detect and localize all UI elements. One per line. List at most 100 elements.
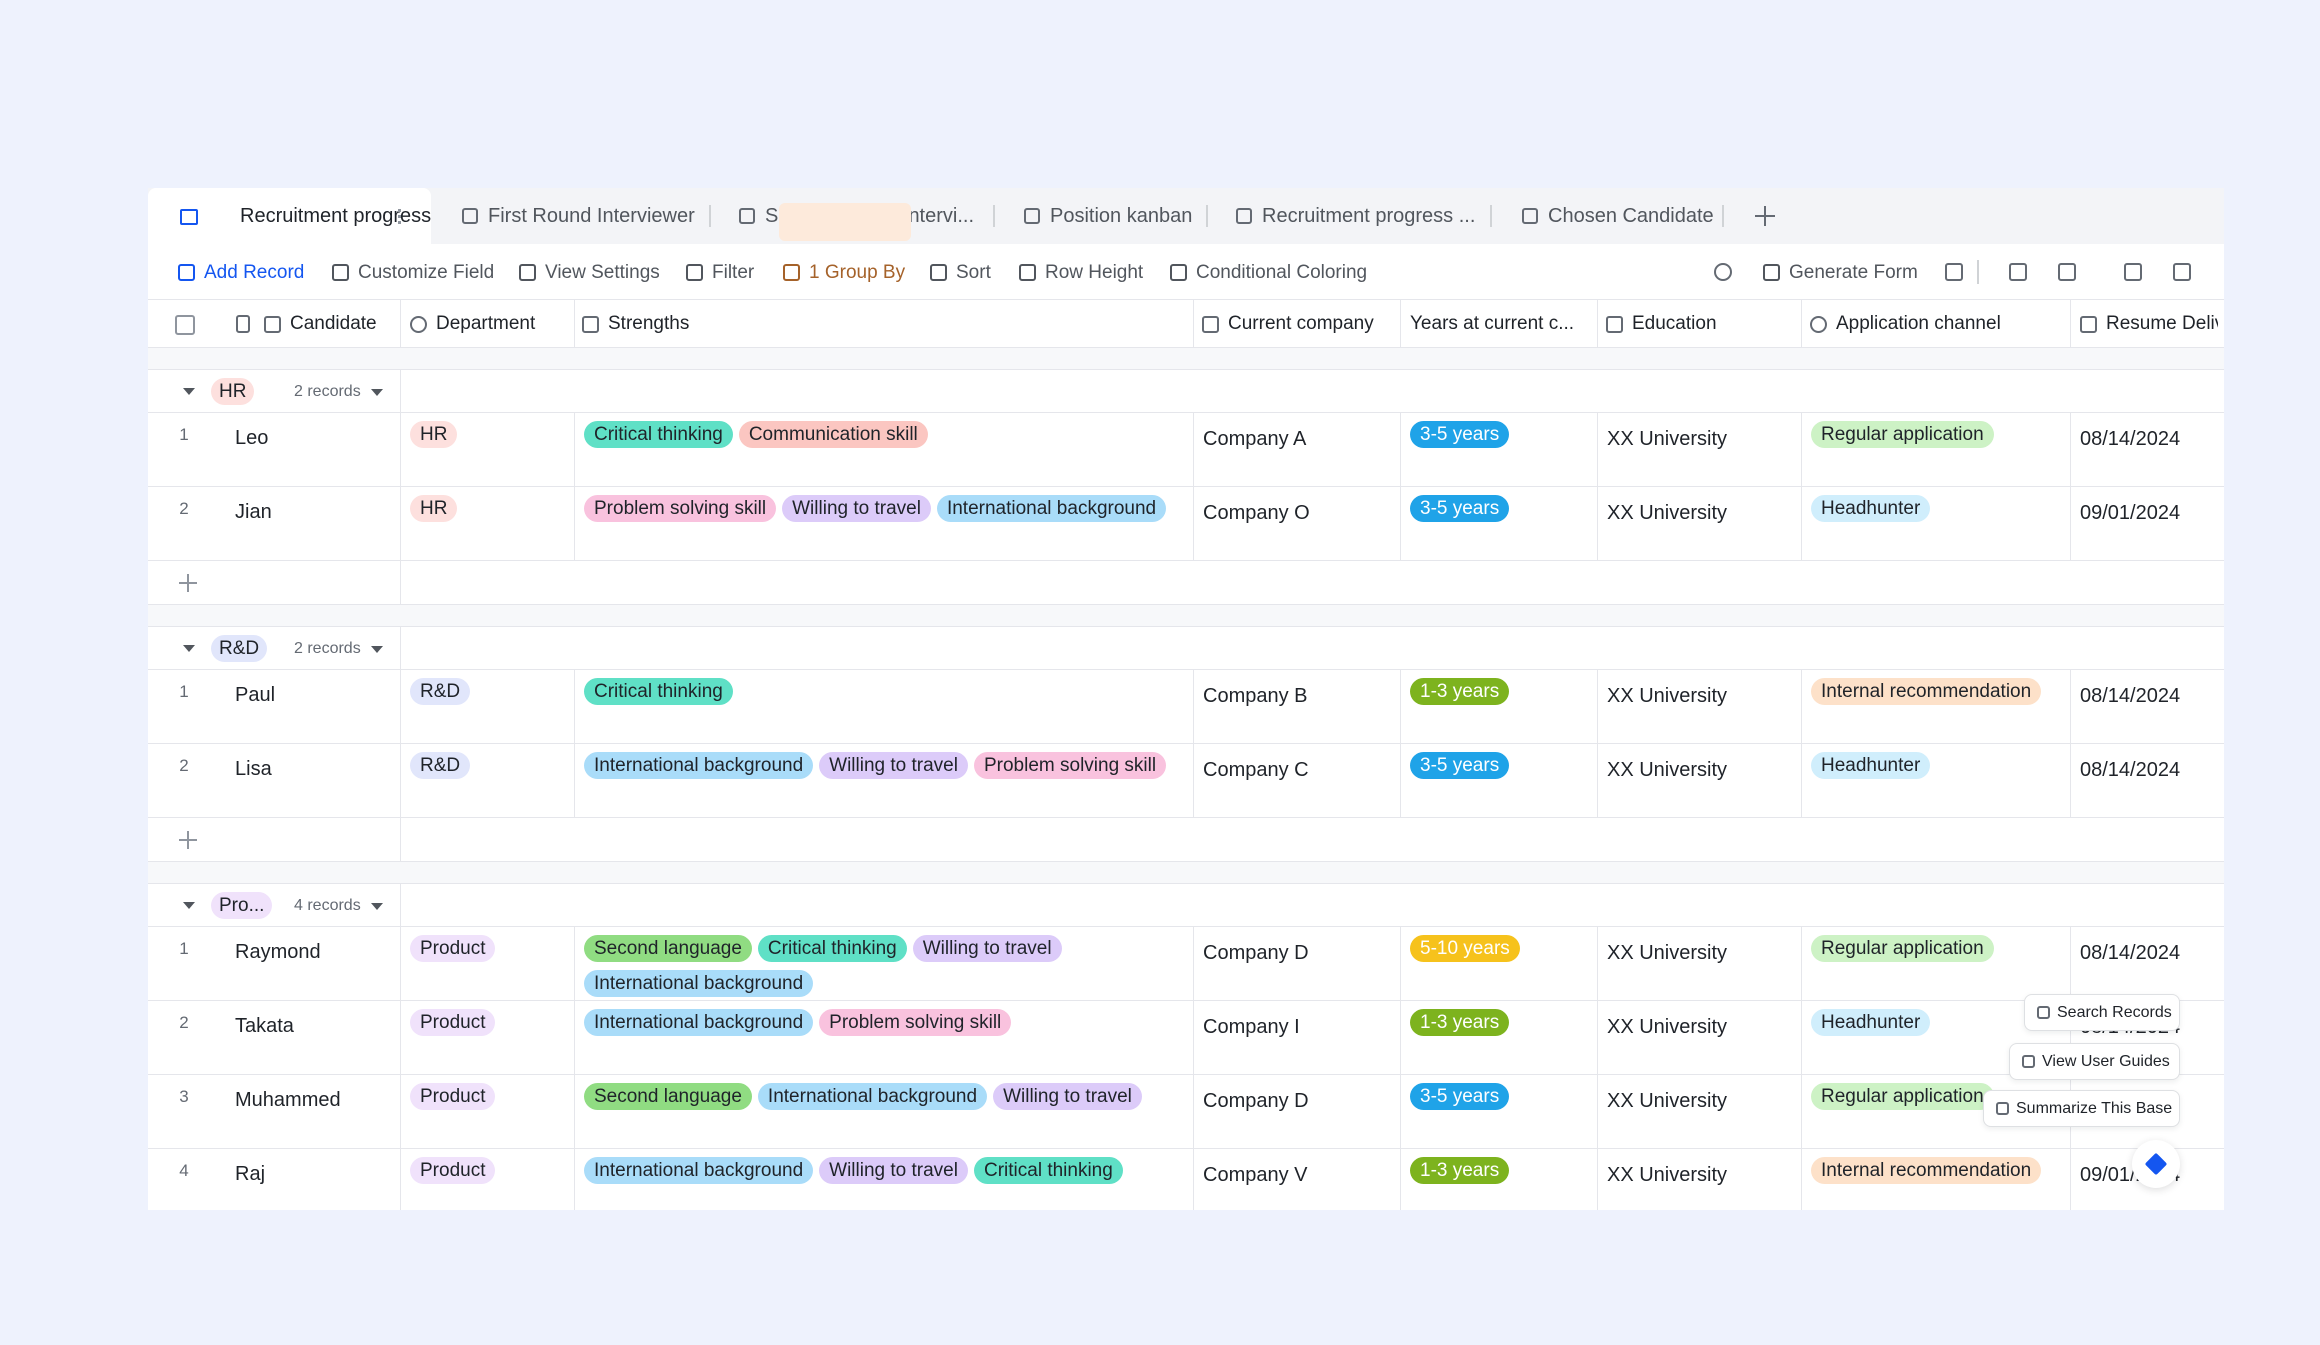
tab[interactable]: Recruitment progress ... — [1262, 205, 1476, 227]
assistant-icon — [2037, 1006, 2050, 1019]
department-tag: Product — [410, 1009, 496, 1036]
header-border — [148, 347, 2224, 348]
years-tag: 5-10 years — [1410, 935, 1520, 962]
toolbar-button[interactable]: Sort — [956, 262, 991, 283]
column-divider — [1597, 487, 1598, 561]
strength-tag: International background — [584, 1009, 814, 1036]
channel-cell: Regular application — [1811, 1083, 2060, 1147]
candidate-name[interactable]: Raymond — [235, 941, 321, 963]
column-divider — [574, 927, 575, 1001]
column-divider — [400, 670, 401, 744]
column-header[interactable]: Candidate — [290, 313, 377, 334]
years-cell: 3-5 years — [1410, 421, 1587, 485]
collapse-arrow — [183, 902, 195, 909]
candidate-name[interactable]: Paul — [235, 684, 276, 706]
department-tag: HR — [410, 421, 458, 448]
column-header[interactable]: Application channel — [1836, 313, 2001, 334]
column-header[interactable]: Department — [436, 313, 536, 334]
group-gap — [148, 348, 2224, 370]
column-header[interactable]: Current company — [1228, 313, 1374, 334]
tab[interactable]: First Round Interviewer — [488, 205, 695, 227]
toolbar-button[interactable]: View Settings — [545, 262, 660, 283]
candidate-name[interactable]: Raj — [235, 1163, 266, 1185]
toolbar-button[interactable]: Customize Field — [358, 262, 495, 283]
column-header[interactable]: Strengths — [608, 313, 690, 334]
company-text: Company O — [1203, 502, 1310, 524]
count-caret — [371, 389, 383, 396]
column-divider — [1193, 487, 1194, 561]
company-cell: Company O — [1203, 495, 1390, 559]
tab[interactable]: Recruitment progress — [240, 205, 432, 227]
strength-tag: Problem solving skill — [584, 495, 777, 522]
tab-separator — [993, 205, 995, 227]
record-row — [148, 744, 2224, 818]
group-header — [148, 884, 2224, 927]
lock-icon — [236, 315, 250, 333]
column-type-icon — [1606, 316, 1623, 333]
group-count: 2 records — [294, 640, 361, 657]
group-name[interactable]: Pro... — [211, 892, 273, 919]
assistant-action[interactable]: Summarize This Base — [1983, 1090, 2180, 1127]
column-divider — [1597, 927, 1598, 1001]
column-divider — [400, 300, 401, 348]
toolbar-icon — [332, 264, 349, 281]
toolbar-button[interactable]: Filter — [712, 262, 755, 283]
strengths-cell: Second language International background W… — [584, 1083, 1183, 1147]
column-divider — [574, 413, 575, 487]
group-header — [148, 370, 2224, 413]
column-divider — [2070, 413, 2071, 487]
ai-sparkle — [2144, 1152, 2168, 1176]
channel-cell: Headhunter — [1811, 495, 2060, 559]
years-tag: 3-5 years — [1410, 421, 1510, 448]
column-header[interactable]: Years at current c... — [1410, 313, 1575, 334]
years-cell: 1-3 years — [1410, 1009, 1587, 1073]
column-type-icon — [2080, 316, 2097, 333]
record-row — [148, 487, 2224, 561]
company-cell: Company C — [1203, 752, 1390, 816]
toolbar-icon — [178, 264, 195, 281]
column-divider — [400, 927, 401, 1001]
resume-cell: 08/14/2024 — [2080, 752, 2214, 816]
column-type-icon — [582, 316, 599, 333]
ai-assistant-button[interactable] — [2132, 1140, 2180, 1188]
add-record-plus — [187, 831, 189, 849]
column-divider — [2070, 744, 2071, 818]
candidate-name[interactable]: Takata — [235, 1015, 294, 1037]
column-header[interactable]: Resume Delive — [2106, 313, 2218, 334]
candidate-name[interactable]: Lisa — [235, 758, 272, 780]
toolbar-button[interactable]: Add Record — [204, 262, 305, 283]
department-cell: Product — [410, 1083, 564, 1147]
column-divider — [1801, 1075, 1802, 1149]
toolbar-button[interactable]: 1 Group By — [809, 262, 906, 283]
company-cell: Company D — [1203, 935, 1390, 999]
education-cell: XX University — [1607, 495, 1791, 559]
column-divider — [1597, 300, 1598, 348]
group-name[interactable]: HR — [211, 378, 255, 405]
column-divider — [400, 627, 401, 670]
department-tag: R&D — [410, 678, 471, 705]
candidate-name[interactable]: Leo — [235, 427, 269, 449]
column-divider — [400, 744, 401, 818]
years-tag: 1-3 years — [1410, 1157, 1510, 1184]
column-divider — [1801, 300, 1802, 348]
group-gap — [148, 605, 2224, 627]
toolbar-button[interactable]: Conditional Coloring — [1196, 262, 1368, 283]
assistant-action[interactable]: Search Records — [2024, 994, 2180, 1031]
toolbar-button[interactable]: Generate Form — [1789, 262, 1918, 283]
column-divider — [1400, 300, 1401, 348]
tab[interactable]: Position kanban — [1050, 205, 1193, 227]
candidate-name[interactable]: Jian — [235, 501, 272, 523]
candidate-name[interactable]: Muhammed — [235, 1089, 341, 1111]
channel-cell: Headhunter — [1811, 752, 2060, 816]
column-divider — [1193, 1001, 1194, 1075]
toolbar-button[interactable]: Row Height — [1045, 262, 1144, 283]
tab-icon — [180, 209, 198, 225]
group-name[interactable]: R&D — [211, 635, 268, 662]
tab[interactable]: Chosen Candidate — [1548, 205, 1714, 227]
assistant-action[interactable]: View User Guides — [2009, 1043, 2180, 1080]
add-tab — [1764, 206, 1766, 226]
education-text: XX University — [1607, 502, 1728, 524]
column-header[interactable]: Education — [1632, 313, 1717, 334]
resume-cell: 08/14/2024 — [2080, 421, 2214, 485]
toolbar-icon — [783, 264, 800, 281]
